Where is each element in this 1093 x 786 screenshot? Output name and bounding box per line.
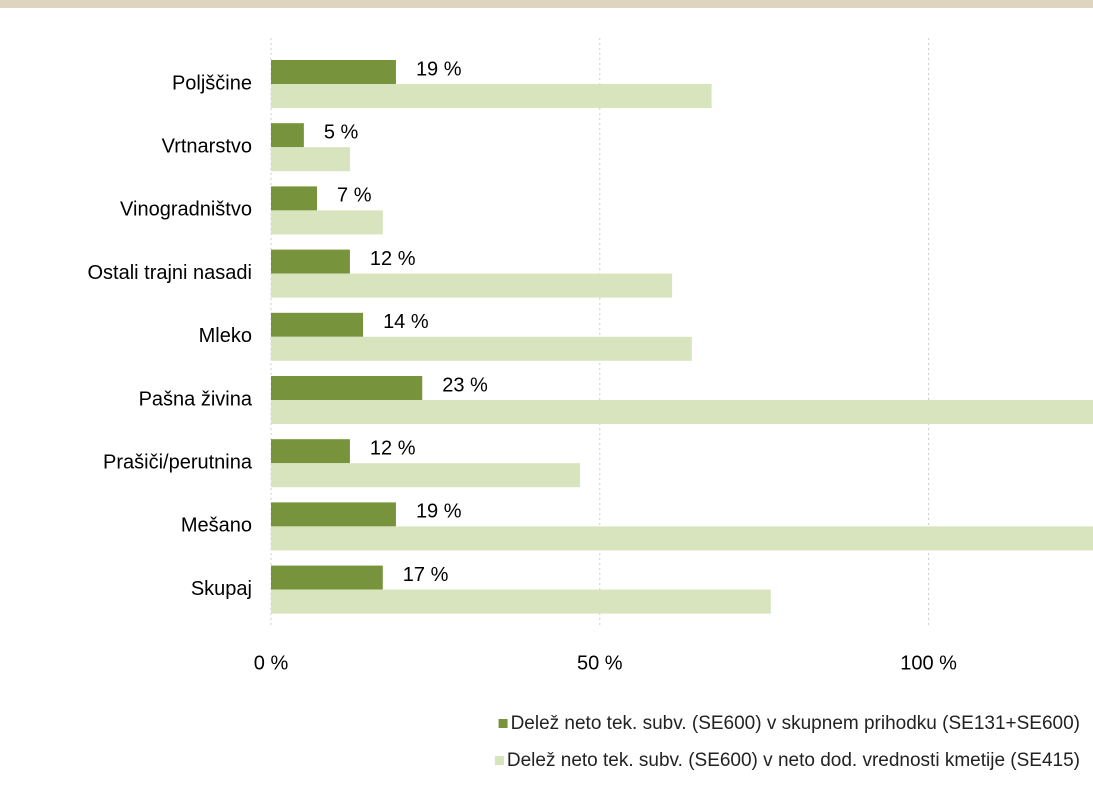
data-label: 7 % (337, 185, 372, 207)
y-tick-label: Prašiči/perutnina (103, 451, 253, 473)
bar (271, 312, 364, 337)
data-label: 12 % (370, 437, 416, 459)
y-tick-label: Vrtnarstvo (162, 135, 252, 157)
bar (271, 84, 712, 108)
y-tick-label: Skupaj (191, 578, 252, 600)
x-tick-label: 0 % (254, 652, 289, 674)
bar (271, 565, 383, 590)
bar (271, 463, 581, 488)
plot-area (271, 60, 1093, 614)
bar (271, 400, 1093, 424)
y-tick-label: Vinogradništvo (120, 199, 252, 221)
legend-marker (498, 719, 508, 728)
legend-marker (494, 756, 504, 765)
bar (271, 526, 1093, 551)
legend-label: Delež neto tek. subv. (SE600) v skupnem … (511, 713, 1080, 734)
y-tick-label: Poljščine (172, 72, 252, 94)
data-label: 17 % (403, 564, 449, 586)
top-band (0, 0, 1093, 8)
legend-label: Delež neto tek. subv. (SE600) v neto dod… (507, 750, 1080, 771)
data-label: 19 % (416, 58, 462, 80)
x-tick-label: 50 % (577, 652, 623, 674)
bar (271, 439, 350, 464)
data-label: 12 % (370, 248, 416, 270)
bar (271, 186, 318, 211)
bar (271, 589, 771, 614)
data-label: 5 % (324, 121, 359, 143)
data-label: 19 % (416, 501, 462, 523)
bar (271, 147, 350, 172)
y-tick-label: Mleko (199, 325, 252, 347)
bar (271, 60, 396, 84)
bar (271, 376, 423, 400)
bar (271, 123, 304, 148)
bar (271, 502, 396, 527)
y-tick-label: Mešano (181, 515, 252, 537)
data-label: 14 % (383, 311, 429, 333)
data-label: 23 % (442, 374, 488, 396)
bar (271, 336, 692, 361)
bar (271, 210, 383, 235)
bar (271, 249, 350, 274)
y-tick-label: Pašna živina (139, 388, 253, 410)
y-tick-label: Ostali trajni nasadi (87, 262, 252, 284)
bar (271, 273, 673, 298)
x-tick-label: 100 % (900, 652, 957, 674)
